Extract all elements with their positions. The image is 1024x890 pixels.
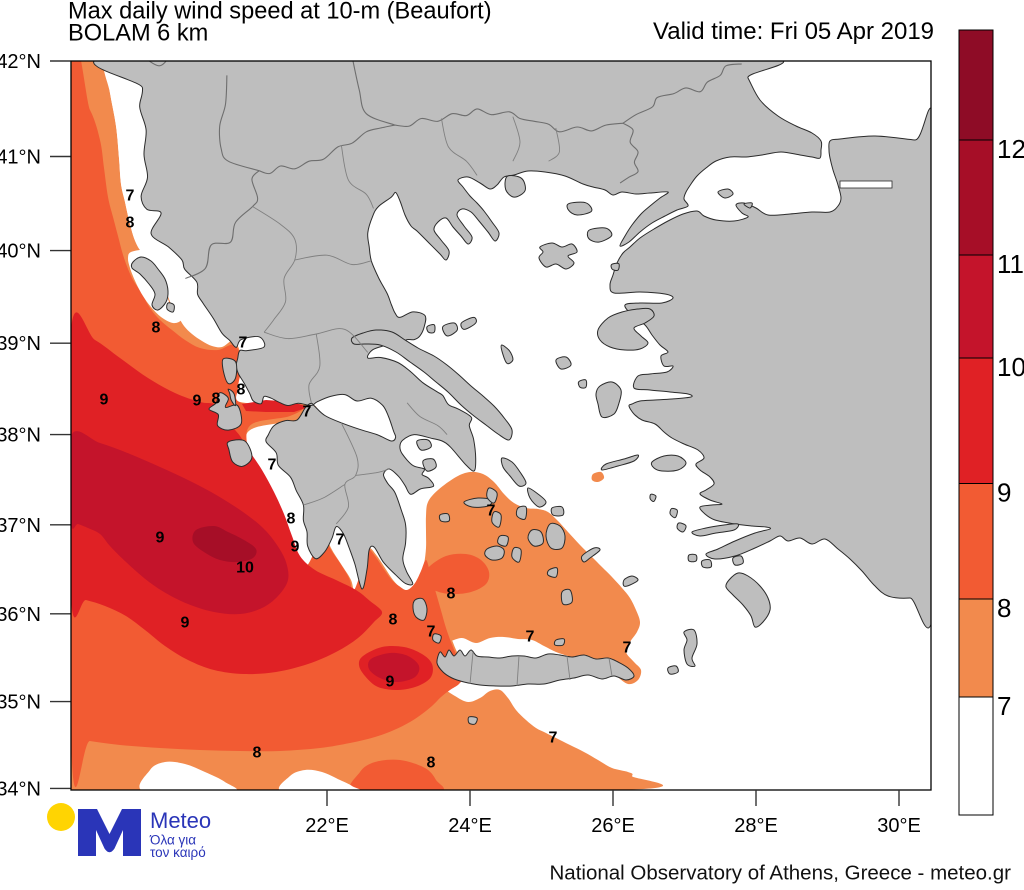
- svg-text:8: 8: [427, 755, 436, 772]
- svg-text:7: 7: [126, 188, 135, 205]
- svg-text:8: 8: [447, 586, 456, 603]
- svg-text:Valid time: Fri 05 Apr 2019: Valid time: Fri 05 Apr 2019: [653, 18, 934, 45]
- svg-text:τον καιρό: τον καιρό: [150, 845, 206, 860]
- svg-text:9: 9: [181, 615, 190, 632]
- svg-text:9: 9: [193, 393, 202, 410]
- svg-text:8: 8: [126, 215, 135, 232]
- svg-text:9: 9: [997, 478, 1011, 508]
- svg-text:40°N: 40°N: [0, 241, 41, 263]
- svg-text:38°N: 38°N: [0, 425, 41, 447]
- svg-text:BOLAM 6 km: BOLAM 6 km: [68, 21, 208, 47]
- svg-text:7: 7: [268, 457, 277, 474]
- svg-text:37°N: 37°N: [0, 515, 41, 537]
- svg-text:8: 8: [237, 382, 246, 399]
- svg-text:National Observatory of Athens: National Observatory of Athens, Greece -…: [550, 862, 1012, 885]
- svg-text:8: 8: [253, 745, 262, 762]
- svg-text:36°N: 36°N: [0, 604, 41, 626]
- svg-text:8: 8: [997, 593, 1011, 623]
- svg-text:7: 7: [303, 404, 312, 421]
- svg-text:12: 12: [997, 134, 1024, 164]
- svg-text:42°N: 42°N: [0, 51, 41, 73]
- svg-text:7: 7: [526, 629, 535, 646]
- svg-text:8: 8: [152, 320, 161, 337]
- svg-text:9: 9: [156, 530, 165, 547]
- svg-text:9: 9: [386, 674, 395, 691]
- svg-text:7: 7: [427, 624, 436, 641]
- svg-text:Meteo: Meteo: [150, 808, 211, 833]
- svg-text:24°E: 24°E: [448, 815, 492, 837]
- svg-text:8: 8: [389, 612, 398, 629]
- svg-text:8: 8: [287, 511, 296, 528]
- svg-text:7: 7: [239, 335, 248, 352]
- svg-text:22°E: 22°E: [305, 815, 349, 837]
- svg-text:7: 7: [549, 730, 558, 747]
- svg-text:30°E: 30°E: [877, 815, 921, 837]
- svg-text:35°N: 35°N: [0, 692, 41, 714]
- svg-text:7: 7: [336, 532, 345, 549]
- svg-text:Max daily wind speed at 10-m (: Max daily wind speed at 10-m (Beaufort): [68, 0, 492, 24]
- svg-text:41°N: 41°N: [0, 147, 41, 169]
- svg-text:28°E: 28°E: [734, 815, 778, 837]
- svg-text:10: 10: [997, 352, 1024, 382]
- svg-text:10: 10: [236, 560, 254, 577]
- svg-text:7: 7: [997, 691, 1011, 721]
- svg-text:26°E: 26°E: [591, 815, 635, 837]
- svg-text:7: 7: [623, 640, 632, 657]
- svg-text:39°N: 39°N: [0, 333, 41, 355]
- svg-text:9: 9: [291, 539, 300, 556]
- svg-text:34°N: 34°N: [0, 778, 41, 800]
- svg-text:11: 11: [997, 249, 1024, 279]
- svg-text:8: 8: [212, 391, 221, 408]
- svg-text:Όλα για: Όλα για: [149, 833, 196, 848]
- svg-text:9: 9: [100, 392, 109, 409]
- svg-text:7: 7: [487, 503, 496, 520]
